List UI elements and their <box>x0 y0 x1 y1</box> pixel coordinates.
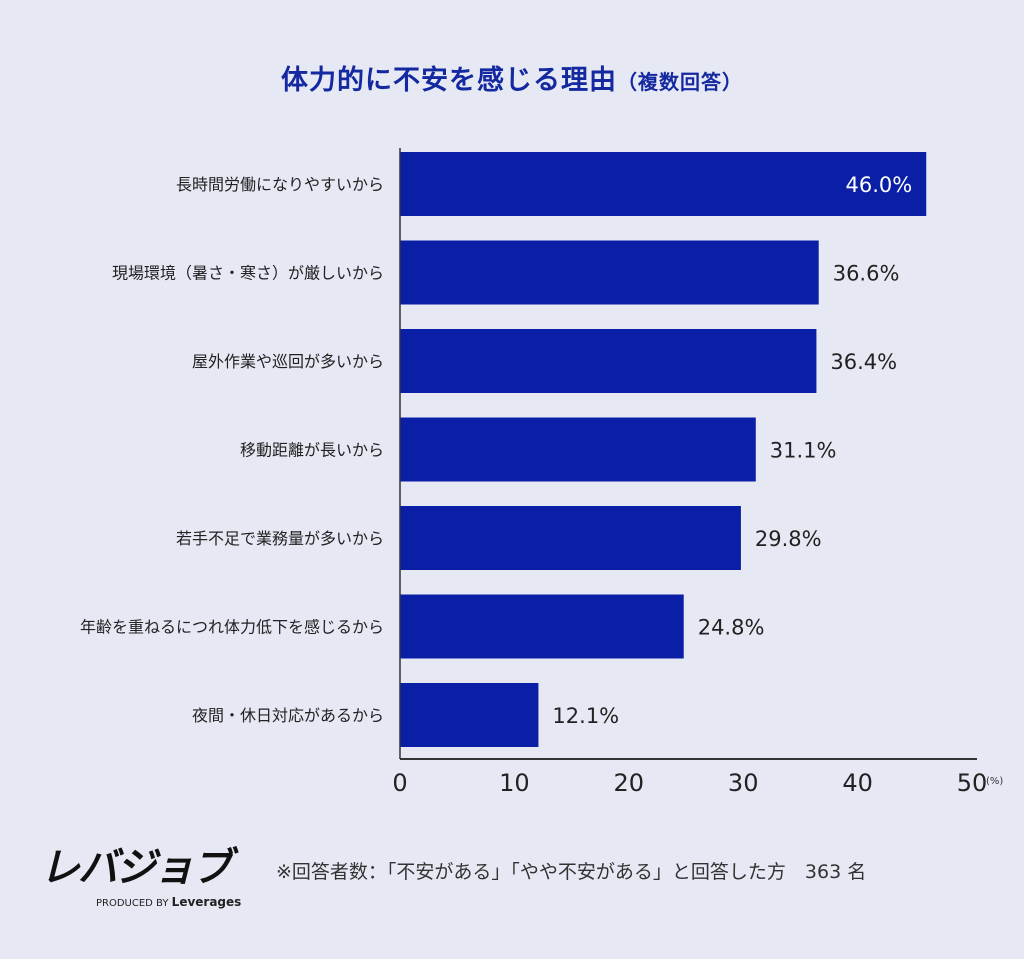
data-label: 12.1% <box>552 704 619 728</box>
x-unit-label: (%) <box>986 776 1003 787</box>
produced-by-text: PRODUCED BY <box>96 898 169 909</box>
category-label: 夜間・休日対応があるから <box>192 706 384 725</box>
bar <box>400 506 741 570</box>
data-label: 36.4% <box>830 350 897 374</box>
data-label: 24.8% <box>698 616 765 640</box>
respondent-note: ※回答者数：「不安がある」「やや不安がある」と回答した方 363 名 <box>276 861 867 883</box>
category-label: 移動距離が長いから <box>240 441 384 460</box>
data-label: 46.0% <box>846 173 913 197</box>
bar <box>400 329 817 393</box>
x-tick-label: 10 <box>499 769 530 797</box>
category-label: 現場環境（暑さ・寒さ）が厳しいから <box>112 264 384 283</box>
data-label: 29.8% <box>755 527 822 551</box>
x-tick-label: 20 <box>614 769 645 797</box>
title-text: 体力的に不安を感じる理由 <box>281 65 617 96</box>
bar <box>400 683 539 747</box>
subtitle-text: （複数回答） <box>617 70 743 94</box>
x-tick-label: 0 <box>392 769 407 797</box>
brand-name: Leverages <box>171 895 242 909</box>
bar <box>400 417 756 482</box>
chart-title: 体力的に不安を感じる理由（複数回答） <box>0 58 1024 97</box>
category-label: 屋外作業や巡回が多いから <box>192 352 384 371</box>
category-label: 若手不足で業務量が多いから <box>176 529 384 548</box>
x-tick-label: 30 <box>728 769 759 797</box>
category-label: 年齢を重ねるにつれ体力低下を感じるから <box>80 618 384 637</box>
logo: レバジョブ PRODUCED BY Leverages <box>40 835 241 909</box>
bar <box>400 152 927 216</box>
x-tick-label: 40 <box>842 769 873 797</box>
produced-by: PRODUCED BY Leverages <box>96 895 241 909</box>
bar <box>400 594 684 659</box>
data-label: 36.6% <box>833 262 900 286</box>
logo-mark: レバジョブ <box>40 845 232 891</box>
x-tick-label: 50 <box>957 769 988 797</box>
bar <box>400 240 819 305</box>
bar-chart: 長時間労働になりやすいから 46.0% 現場環境（暑さ・寒さ）が厳しいから 36.6%… <box>80 148 1003 797</box>
category-label: 長時間労働になりやすいから <box>176 175 384 194</box>
data-label: 31.1% <box>770 439 837 463</box>
